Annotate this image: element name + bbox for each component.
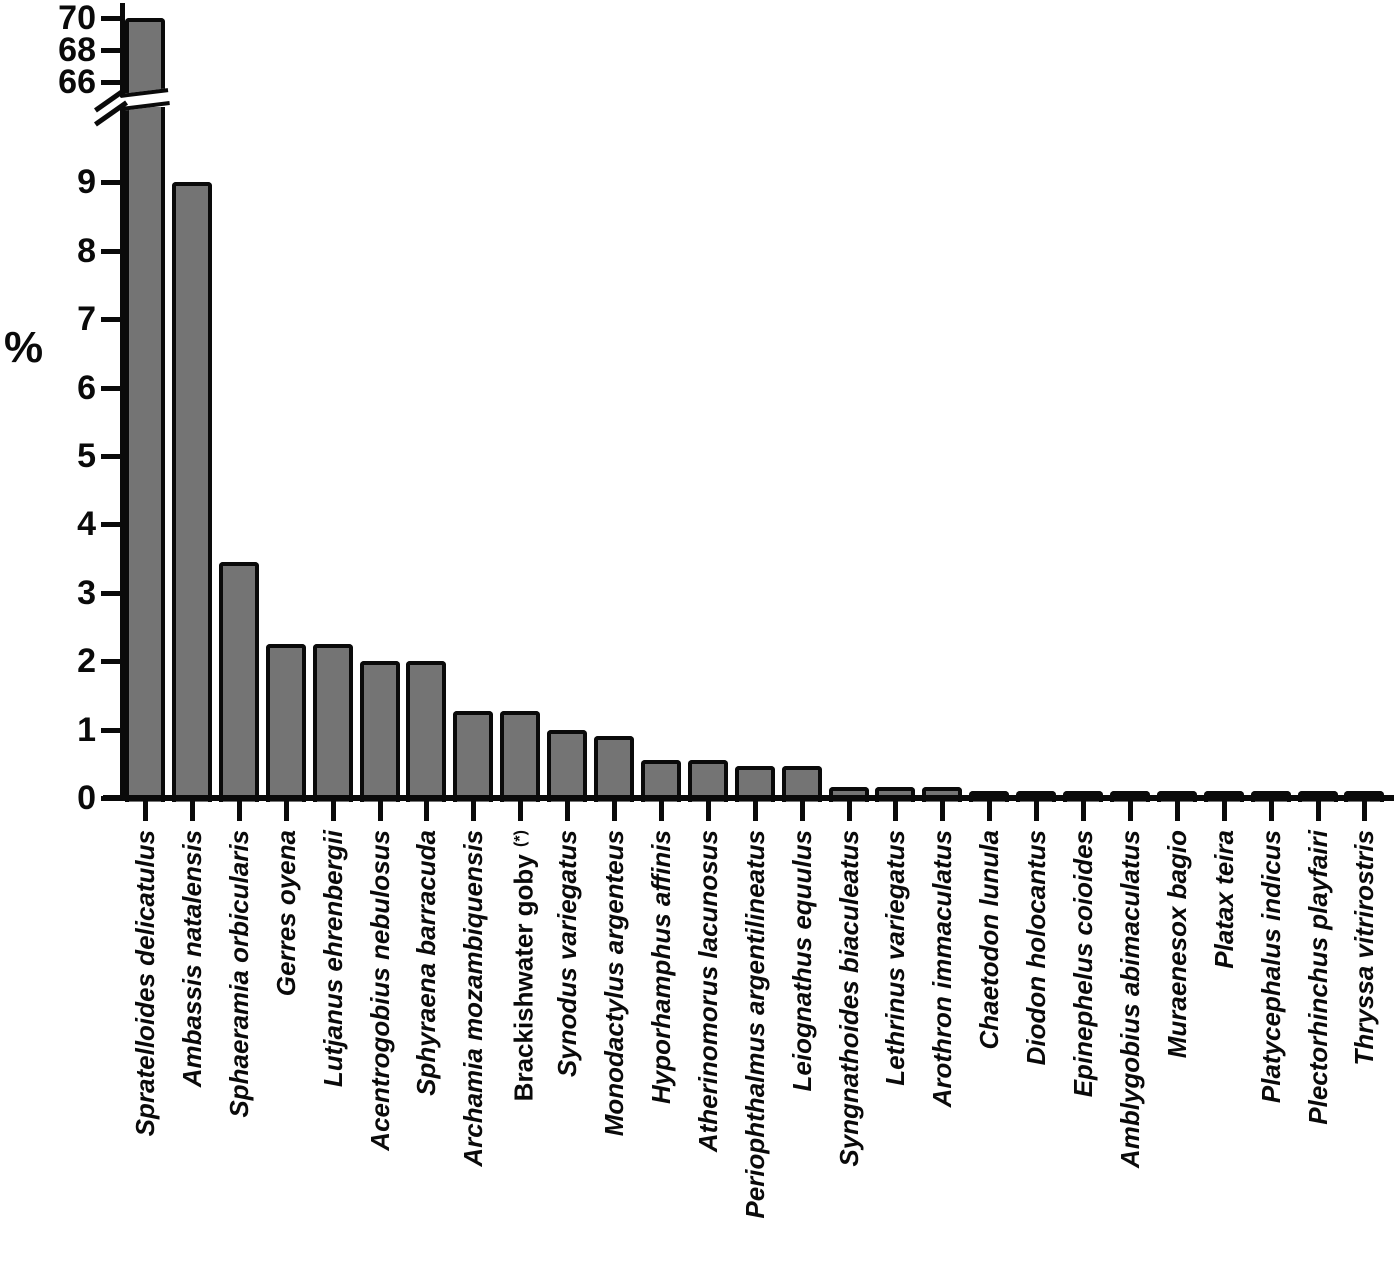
x-tick (658, 799, 664, 821)
y-tick-label: 8 (77, 231, 96, 270)
x-tick-label: Hyporhamphus affinis (645, 830, 676, 1105)
x-tick-label: Amblygobius abimaculatus (1114, 830, 1145, 1169)
x-tick (1081, 799, 1086, 821)
x-tick (1315, 799, 1321, 821)
x-tick (471, 799, 477, 821)
x-tick-label: Spratelloides delicatulus (130, 830, 160, 1137)
x-tick (377, 799, 383, 821)
y-tick-label: 2 (77, 642, 96, 681)
x-tick-label: Sphyraena barracuda (411, 830, 442, 1096)
y-tick (101, 796, 120, 801)
x-tick (236, 799, 242, 821)
bar (406, 661, 447, 802)
x-tick-label: Brackishwater goby (*) (508, 830, 539, 1102)
x-tick-label: Leiognathus equulus (786, 830, 817, 1092)
y-tick-label: 4 (77, 505, 96, 544)
bar (265, 644, 306, 802)
x-tick-label: Atherinomorus lacunosus (692, 830, 723, 1153)
x-tick (1127, 799, 1133, 821)
x-tick (143, 799, 148, 821)
x-tick (940, 799, 946, 821)
x-tick (612, 799, 617, 821)
x-tick (846, 799, 852, 821)
x-tick (987, 799, 993, 821)
x-tick-label: Muraenesox bagio (1161, 830, 1192, 1059)
x-tick-label: Chaetodon lunula (974, 830, 1005, 1050)
y-tick-label: 7 (77, 300, 96, 339)
x-tick (1221, 799, 1227, 821)
x-tick-label: Ambassis natalensis (176, 830, 207, 1088)
x-tick-label: Platax teira (1208, 830, 1239, 969)
x-tick-label: Acentrogobius nebulosus (364, 830, 395, 1151)
bar (547, 729, 588, 802)
bar-upper-segment (125, 18, 165, 96)
bar (312, 644, 353, 802)
x-tick-label: Diodon holocantus (1021, 830, 1052, 1066)
x-tick-label: Gerres oyena (270, 830, 301, 997)
x-tick-label: Syngnathoides biaculeatus (833, 830, 864, 1167)
bar (500, 711, 541, 802)
bar (453, 711, 494, 802)
x-axis-line (103, 795, 1394, 801)
x-tick-label: Lethrinus variegatus (880, 830, 911, 1086)
y-tick-label: 6 (77, 368, 96, 407)
x-tick-label: Monodactylus argenteus (599, 830, 629, 1137)
x-tick-label: Synodus variegatus (552, 830, 583, 1078)
x-tick (565, 799, 571, 821)
x-tick (424, 799, 430, 821)
x-tick-label: Lutjanus ehrenbergii (317, 830, 348, 1088)
y-tick (101, 80, 120, 85)
x-tick (330, 799, 336, 821)
bar-lower-segment (125, 107, 165, 802)
y-tick (101, 317, 120, 323)
x-tick (1362, 799, 1368, 821)
y-axis-upper (120, 3, 125, 97)
y-tick (101, 454, 120, 459)
x-tick (893, 799, 899, 821)
x-tick-label: Periophthalmus argentilineatus (739, 830, 770, 1219)
x-tick-label: Thryssa vitrirostris (1349, 830, 1380, 1066)
y-tick (101, 180, 120, 186)
x-tick (518, 799, 524, 821)
x-tick-label: Arothron immaculatus (927, 830, 958, 1108)
x-tick (1034, 799, 1040, 821)
y-tick (101, 48, 120, 53)
y-tick (101, 659, 120, 665)
x-tick (705, 799, 711, 821)
y-tick-label: 70 (58, 0, 96, 37)
x-tick-label: Epinephelus coioides (1068, 830, 1098, 1098)
bar (218, 562, 259, 802)
y-tick (101, 385, 120, 391)
x-tick-label: Sphaeramia orbicularis (223, 830, 254, 1118)
y-tick (101, 522, 120, 528)
x-tick-label: Archamia mozambiquensis (458, 830, 489, 1167)
y-tick (101, 248, 120, 254)
y-axis-lower (120, 109, 125, 801)
y-tick-label: 1 (77, 710, 96, 749)
y-axis-title: % (4, 323, 44, 372)
x-tick-label: Platycephalus indicus (1255, 830, 1286, 1104)
y-tick (101, 16, 120, 21)
y-tick-label: 68 (58, 31, 96, 69)
y-tick-label: 9 (77, 163, 96, 202)
y-tick (101, 727, 120, 733)
x-tick (283, 799, 289, 821)
x-tick (752, 799, 758, 821)
superscript-marker: (*) (511, 830, 530, 847)
bar (594, 736, 634, 802)
y-tick-label: 0 (77, 779, 96, 817)
bar (359, 661, 400, 802)
bar (171, 182, 212, 802)
x-tick (1174, 799, 1180, 821)
x-tick-label: Plectorhinchus playfairi (1302, 830, 1333, 1125)
x-tick (1268, 799, 1274, 821)
y-tick-label: 66 (58, 63, 96, 101)
x-tick (799, 799, 805, 821)
y-tick-label: 5 (77, 437, 96, 475)
x-tick (189, 799, 195, 821)
y-tick-label: 3 (77, 573, 96, 612)
y-tick (101, 590, 120, 596)
